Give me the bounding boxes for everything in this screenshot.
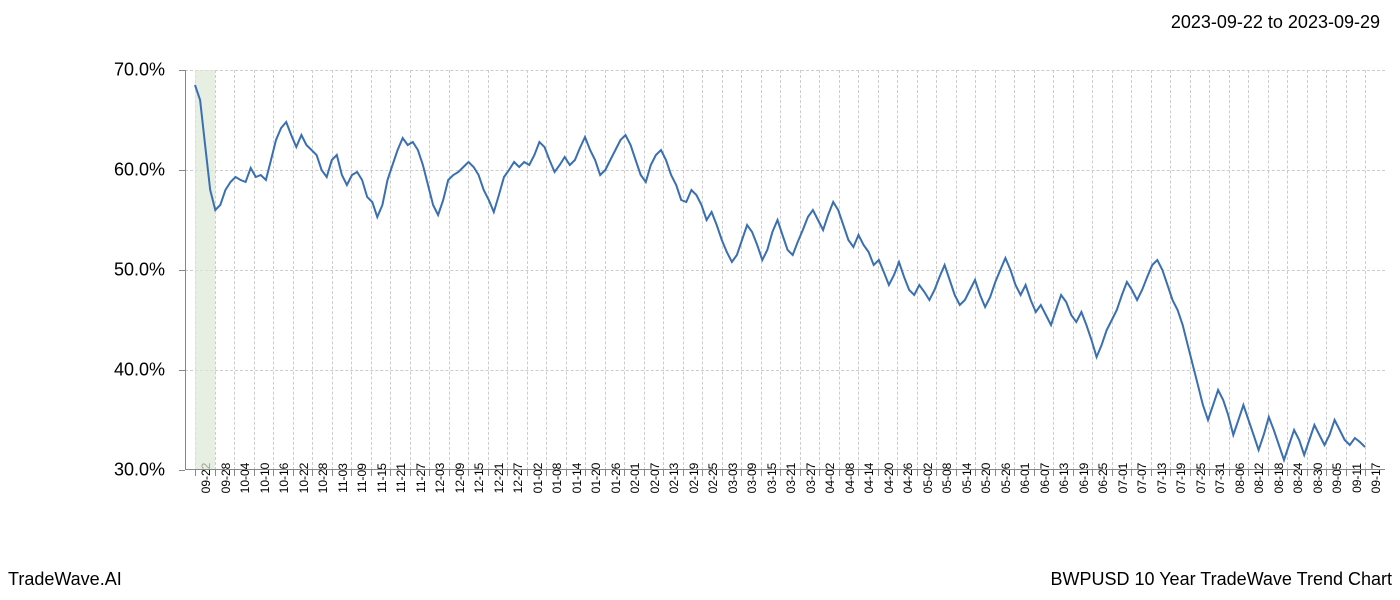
x-tick-mark <box>741 470 742 476</box>
x-tick-mark <box>761 470 762 476</box>
footer-brand: TradeWave.AI <box>8 569 122 590</box>
x-tick-mark <box>800 470 801 476</box>
x-tick-mark <box>585 470 586 476</box>
x-tick-mark <box>644 470 645 476</box>
x-tick-mark <box>566 470 567 476</box>
x-tick-mark <box>429 470 430 476</box>
x-tick-mark <box>1326 470 1327 476</box>
x-tick-mark <box>390 470 391 476</box>
x-tick-mark <box>624 470 625 476</box>
x-tick-mark <box>468 470 469 476</box>
x-tick-mark <box>605 470 606 476</box>
x-tick-mark <box>683 470 684 476</box>
x-tick-mark <box>839 470 840 476</box>
x-tick-mark <box>1053 470 1054 476</box>
date-range-label: 2023-09-22 to 2023-09-29 <box>1171 12 1380 33</box>
x-tick-mark <box>1131 470 1132 476</box>
x-tick-mark <box>195 470 196 476</box>
x-tick-mark <box>351 470 352 476</box>
x-tick-mark <box>722 470 723 476</box>
x-tick-mark <box>917 470 918 476</box>
x-tick-mark <box>1268 470 1269 476</box>
x-tick-mark <box>527 470 528 476</box>
y-tick-label: 40.0% <box>95 360 165 381</box>
x-tick-mark <box>273 470 274 476</box>
x-tick-mark <box>975 470 976 476</box>
x-tick-mark <box>449 470 450 476</box>
x-tick-mark <box>1307 470 1308 476</box>
x-tick-mark <box>858 470 859 476</box>
x-tick-mark <box>780 470 781 476</box>
x-tick-mark <box>1287 470 1288 476</box>
trend-line-svg <box>185 70 1385 470</box>
chart-container: 30.0%40.0%50.0%60.0%70.0% 09-2209-2810-0… <box>90 50 1380 535</box>
x-tick-mark <box>1248 470 1249 476</box>
x-tick-mark <box>215 470 216 476</box>
y-tick-label: 70.0% <box>95 60 165 81</box>
x-tick-mark <box>1034 470 1035 476</box>
x-tick-mark <box>702 470 703 476</box>
x-tick-mark <box>956 470 957 476</box>
x-tick-mark <box>663 470 664 476</box>
x-tick-mark <box>995 470 996 476</box>
x-tick-mark <box>546 470 547 476</box>
y-tick-label: 30.0% <box>95 460 165 481</box>
x-tick-mark <box>1092 470 1093 476</box>
x-tick-mark <box>254 470 255 476</box>
x-tick-mark <box>819 470 820 476</box>
x-tick-mark <box>1346 470 1347 476</box>
x-tick-mark <box>878 470 879 476</box>
x-tick-mark <box>1190 470 1191 476</box>
x-tick-mark <box>507 470 508 476</box>
x-tick-mark <box>410 470 411 476</box>
x-tick-mark <box>1229 470 1230 476</box>
trend-line <box>195 85 1365 460</box>
y-tick-label: 60.0% <box>95 160 165 181</box>
x-tick-mark <box>234 470 235 476</box>
x-tick-mark <box>1014 470 1015 476</box>
x-tick-mark <box>293 470 294 476</box>
x-tick-mark <box>897 470 898 476</box>
x-tick-mark <box>1112 470 1113 476</box>
x-tick-mark <box>1073 470 1074 476</box>
y-tick-label: 50.0% <box>95 260 165 281</box>
x-tick-mark <box>1170 470 1171 476</box>
x-tick-mark <box>1365 470 1366 476</box>
y-tick-mark <box>179 470 185 471</box>
x-tick-mark <box>1151 470 1152 476</box>
footer-title: BWPUSD 10 Year TradeWave Trend Chart <box>1051 569 1393 590</box>
x-tick-mark <box>1209 470 1210 476</box>
x-tick-mark <box>332 470 333 476</box>
x-tick-mark <box>488 470 489 476</box>
x-tick-mark <box>936 470 937 476</box>
x-tick-mark <box>371 470 372 476</box>
x-tick-mark <box>312 470 313 476</box>
